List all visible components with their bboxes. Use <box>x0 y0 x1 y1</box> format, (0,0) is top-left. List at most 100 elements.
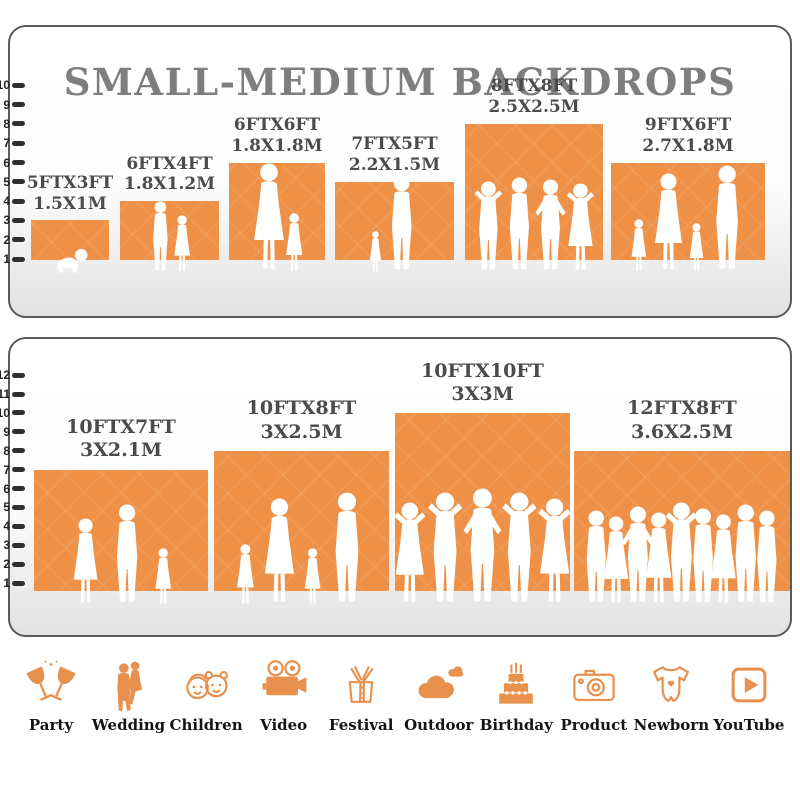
ruler-tick-dash <box>12 429 25 435</box>
backdrop-size-label: 7FTX5FT 2.2X1.5M <box>295 134 495 175</box>
people-silhouette <box>367 175 422 277</box>
category-label-youtube: YouTube <box>713 716 785 734</box>
backdrop-size-label: 6FTX4FT 1.8X1.2M <box>70 154 270 195</box>
ruler-tick-dash <box>12 102 25 108</box>
wedding-icon <box>116 661 142 712</box>
ruler-tick-dash <box>12 504 25 510</box>
category-party: Party <box>14 656 88 734</box>
size-m-text: 3.6X2.5M <box>631 420 733 443</box>
category-newborn: Newborn <box>633 656 710 734</box>
ruler-tick-1: 1 <box>0 576 25 590</box>
ruler-tick-1: 1 <box>0 253 25 265</box>
panel-top-body: 1 2 3 4 5 6 7 8 9 10 5FTX3FT1.5X1M6FTX4FT1.8X1.2M6… <box>0 27 790 316</box>
ruler-tick-dash <box>12 580 25 586</box>
backdrop-size-label: 10FTX10FT 3X3M <box>383 360 583 406</box>
ruler-tick-3: 3 <box>0 213 25 228</box>
ruler-tick-number: 3 <box>3 538 10 553</box>
panel-small-medium: SMALL-MEDIUM BACKDROPS 1 2 3 4 5 6 7 8 9 10 5FTX3F… <box>0 25 792 318</box>
category-label-festival: Festival <box>328 716 394 734</box>
size-m-text: 2.5X2.5M <box>488 97 580 118</box>
video-icon <box>262 660 307 696</box>
ruler-tick-10: 10 <box>0 79 25 91</box>
ruler-tick-dash <box>12 561 25 567</box>
size-m-text: 3X3M <box>451 382 514 405</box>
ruler-tick-dash <box>12 217 25 223</box>
size-ft-text: 7FTX5FT <box>351 134 438 155</box>
ruler-tick-dash <box>12 179 25 185</box>
ruler-tick-number: 12 <box>0 368 10 383</box>
category-label-newborn: Newborn <box>633 716 710 734</box>
size-ft-text: 10FTX10FT <box>421 359 544 382</box>
ruler-tick-dash <box>12 82 25 88</box>
ruler-tick-number: 7 <box>3 136 10 151</box>
ruler-tick-11: 11 <box>0 387 25 401</box>
ruler-tick-8: 8 <box>0 445 25 457</box>
category-label-video: Video <box>260 716 308 734</box>
party-icon <box>26 660 76 701</box>
people-silhouette <box>68 504 175 610</box>
ruler-tick-dash <box>12 448 25 454</box>
ruler-tick-number: 3 <box>3 213 10 228</box>
size-ft-text: 8FTX8FT <box>490 76 578 97</box>
ruler-tick-12: 12 <box>0 368 25 383</box>
size-m-text: 2.2X1.5M <box>348 155 441 176</box>
category-row: Party Wedding Children <box>0 656 800 734</box>
ruler-tick-dash <box>12 486 25 491</box>
ruler-tick-3: 3 <box>0 538 25 553</box>
people-silhouette <box>146 201 194 277</box>
ruler-tick-number: 6 <box>3 155 10 170</box>
birthday-icon <box>499 662 534 704</box>
ruler-tick-dash <box>12 121 25 127</box>
people-silhouette <box>470 177 599 277</box>
backdrop-bar-5ftx3ft <box>31 220 109 260</box>
size-m-text: 3X2.1M <box>79 439 163 462</box>
size-ft-text: 10FTX7FT <box>66 416 176 439</box>
category-festival: Festival <box>324 656 398 734</box>
category-label-product: Product <box>560 716 628 734</box>
ruler-tick-9: 9 <box>0 97 25 112</box>
ruler-tick-number: 1 <box>3 576 10 590</box>
backdrop-size-label: 6FTX6FT 1.8X1.8M <box>177 115 377 156</box>
ruler-tick-number: 2 <box>3 232 10 247</box>
size-m-text: 2.7X1.8M <box>642 135 734 156</box>
ruler-tick-dash <box>12 372 25 378</box>
size-m-text: 1.8X1.8M <box>231 135 323 156</box>
category-label-birthday: Birthday <box>479 716 553 734</box>
ruler-tick-number: 4 <box>3 194 10 209</box>
ruler-tick-2: 2 <box>0 557 25 572</box>
backdrop-size-label: 5FTX3FT 1.5X1M <box>0 173 170 214</box>
backdrop-size-label: 10FTX8FT 3X2.5M <box>202 397 402 443</box>
ruler-tick-5: 5 <box>0 176 25 188</box>
ruler-tick-4: 4 <box>0 194 25 209</box>
backdrop-size-label: 9FTX6FT 2.7X1.8M <box>588 115 788 156</box>
ruler-tick-8: 8 <box>0 116 25 131</box>
ruler-tick-number: 11 <box>0 387 10 401</box>
ruler-tick-dash <box>12 198 25 204</box>
ruler-tick-number: 4 <box>3 519 10 534</box>
ruler-tick-7: 7 <box>0 464 25 476</box>
festival-icon <box>348 666 374 703</box>
ruler-tick-7: 7 <box>0 136 25 151</box>
ruler-tick-dash <box>12 410 25 416</box>
ruler-tick-dash <box>12 140 25 146</box>
people-silhouette <box>628 165 749 277</box>
size-m-text: 1.5X1M <box>33 193 107 214</box>
ruler-tick-number: 2 <box>3 557 10 572</box>
ruler-tick-number: 8 <box>3 116 10 131</box>
category-label-wedding: Wedding <box>91 716 166 734</box>
ruler-tick-6: 6 <box>0 155 25 170</box>
category-outdoor: Outdoor <box>402 656 476 734</box>
ruler-tick-5: 5 <box>0 501 25 513</box>
size-ft-text: 5FTX3FT <box>26 172 114 193</box>
size-ft-text: 9FTX6FT <box>644 115 732 136</box>
product-icon <box>573 669 615 702</box>
ruler-tick-dash <box>12 160 25 165</box>
ruler-tick-dash <box>12 391 25 397</box>
ruler-tick-number: 9 <box>3 97 10 112</box>
ruler-tick-9: 9 <box>0 426 25 438</box>
children-icon <box>186 670 229 700</box>
ruler-tick-dash <box>12 237 25 243</box>
backdrop-size-label: 12FTX8FT 3.6X2.5M <box>582 397 782 443</box>
ruler-tick-dash <box>12 542 25 548</box>
